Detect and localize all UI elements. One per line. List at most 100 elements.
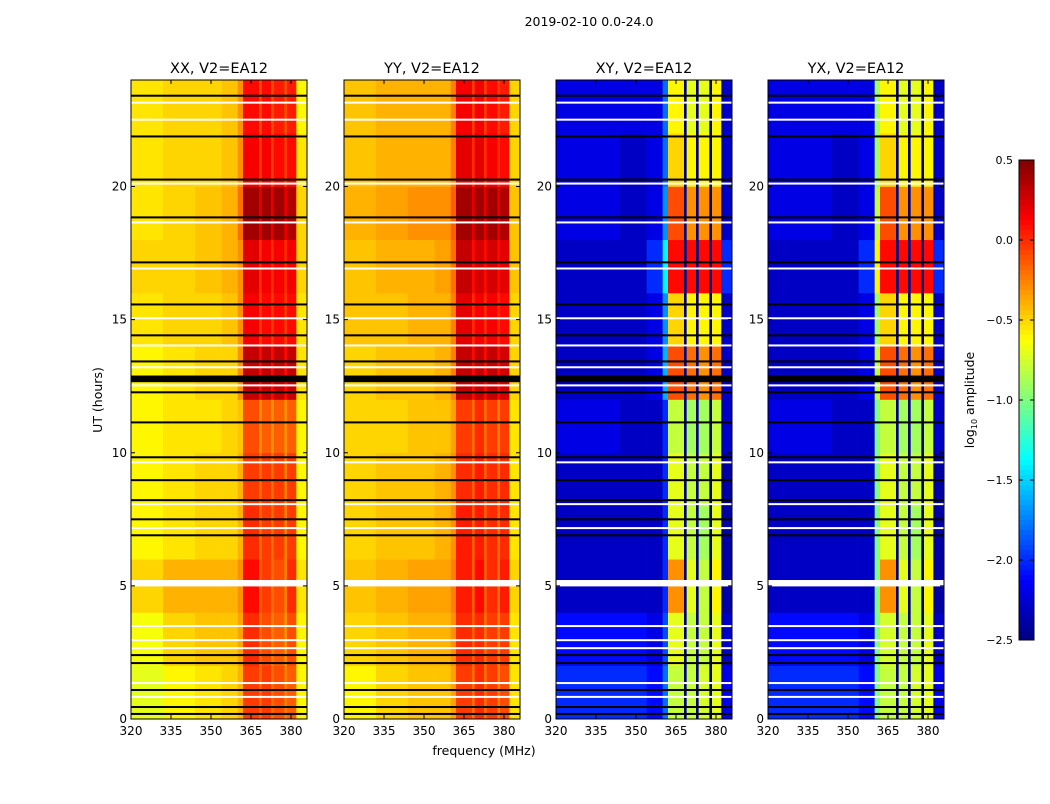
heatmap-cell	[284, 133, 288, 187]
heatmap-cell	[858, 506, 875, 560]
black-line	[344, 534, 520, 537]
heatmap-cell	[684, 293, 687, 347]
heatmap-cell	[434, 239, 451, 294]
heatmap-cell	[662, 80, 669, 134]
y-tick-label: 0	[756, 712, 764, 726]
heatmap-cell	[163, 506, 196, 560]
y-tick-label: 5	[756, 579, 764, 593]
heatmap-cell	[271, 80, 274, 134]
colorbar-segment	[1019, 275, 1034, 281]
heatmap-cell	[273, 506, 285, 560]
heatmap-cell	[686, 133, 697, 187]
black-line	[131, 712, 307, 715]
heatmap-cell	[910, 133, 922, 187]
flagged-line	[131, 461, 307, 464]
x-tick-label: 335	[373, 724, 396, 738]
heatmap-cell	[556, 239, 589, 294]
heatmap-cell	[287, 399, 297, 454]
colorbar-segment	[1019, 625, 1034, 631]
flagged-line	[131, 118, 307, 121]
heatmap-cell	[497, 346, 501, 400]
flagged-line	[768, 503, 944, 506]
heatmap-cell	[376, 506, 409, 560]
heatmap-cell	[509, 293, 521, 347]
heatmap-cell	[163, 80, 196, 134]
colorbar-label-log: log	[962, 429, 977, 448]
heatmap-cell	[921, 665, 925, 720]
heatmap-cell	[287, 133, 297, 187]
flagged-line	[344, 647, 520, 650]
heatmap-cell	[800, 399, 833, 454]
heatmap-cell	[646, 293, 663, 347]
black-line	[344, 261, 520, 264]
heatmap-cell	[712, 186, 722, 241]
heatmap-cell	[698, 346, 710, 400]
black-line	[131, 518, 307, 521]
flagged-line	[131, 625, 307, 628]
y-tick-label: 15	[749, 313, 764, 327]
black-line	[556, 334, 732, 337]
heatmap-cell	[556, 665, 589, 720]
colorbar-segment	[1019, 455, 1034, 461]
heatmap-cell	[456, 133, 473, 187]
heatmap-cell	[684, 346, 687, 400]
heatmap-cell	[910, 186, 922, 241]
heatmap-cell	[933, 186, 945, 241]
colorbar-segment	[1019, 440, 1034, 446]
flagged-line	[131, 344, 307, 347]
heatmap-cell	[273, 186, 285, 241]
black-line	[556, 534, 732, 537]
colorbar-segment	[1019, 325, 1034, 331]
heatmap-cell	[243, 293, 260, 347]
heatmap-cell	[910, 346, 922, 400]
heatmap-cell	[712, 399, 722, 454]
colorbar-segment	[1019, 515, 1034, 521]
heatmap-cell	[898, 399, 909, 454]
heatmap-cell	[686, 80, 697, 134]
colorbar-segment	[1019, 340, 1034, 346]
heatmap-cell	[768, 186, 801, 241]
heatmap-cell	[474, 506, 485, 560]
heatmap-cell	[408, 665, 435, 720]
heatmap-cell	[684, 399, 687, 454]
heatmap-cell	[296, 506, 308, 560]
heatmap-cell	[556, 346, 589, 400]
heatmap-cell	[408, 239, 435, 294]
heatmap-cell	[296, 665, 308, 720]
heatmap-cell	[195, 186, 222, 241]
heatmap-cell	[896, 239, 899, 294]
heatmap-cell	[484, 293, 487, 347]
heatmap-cell	[271, 506, 274, 560]
flagged-line	[344, 182, 520, 185]
heatmap-cell	[896, 186, 899, 241]
heatmap-cell	[344, 665, 377, 720]
colorbar-segment	[1019, 430, 1034, 436]
heatmap-cell	[588, 346, 621, 400]
colorbar-segment	[1019, 525, 1034, 531]
black-line	[768, 135, 944, 138]
flagged-line	[556, 221, 732, 224]
heatmap-cell	[874, 399, 881, 454]
heatmap-cell	[921, 80, 925, 134]
flagged-line	[131, 503, 307, 506]
black-line	[768, 654, 944, 657]
flagged-line	[131, 384, 307, 387]
heatmap-cell	[721, 133, 733, 187]
x-tick-label: 320	[333, 724, 356, 738]
heatmap-cell	[261, 133, 272, 187]
heatmap-cell	[896, 346, 899, 400]
heatmap-cell	[662, 506, 669, 560]
colorbar-label-rest: amplitude	[962, 351, 977, 418]
colorbar-segment	[1019, 470, 1034, 476]
flagged-line	[131, 647, 307, 650]
colorbar-segment	[1019, 475, 1034, 481]
colorbar-segment	[1019, 595, 1034, 601]
heatmap-cell	[287, 186, 297, 241]
flagged-line	[768, 384, 944, 387]
heatmap-cell	[237, 665, 244, 720]
colorbar: 0.5 0.0 −0.5 −1.0 −1.5 −2.0 −2.5	[986, 154, 1035, 647]
flagged-line	[768, 344, 944, 347]
heatmap-cell	[696, 506, 699, 560]
heatmap-cell	[486, 239, 498, 294]
heatmap-cell	[858, 665, 875, 720]
